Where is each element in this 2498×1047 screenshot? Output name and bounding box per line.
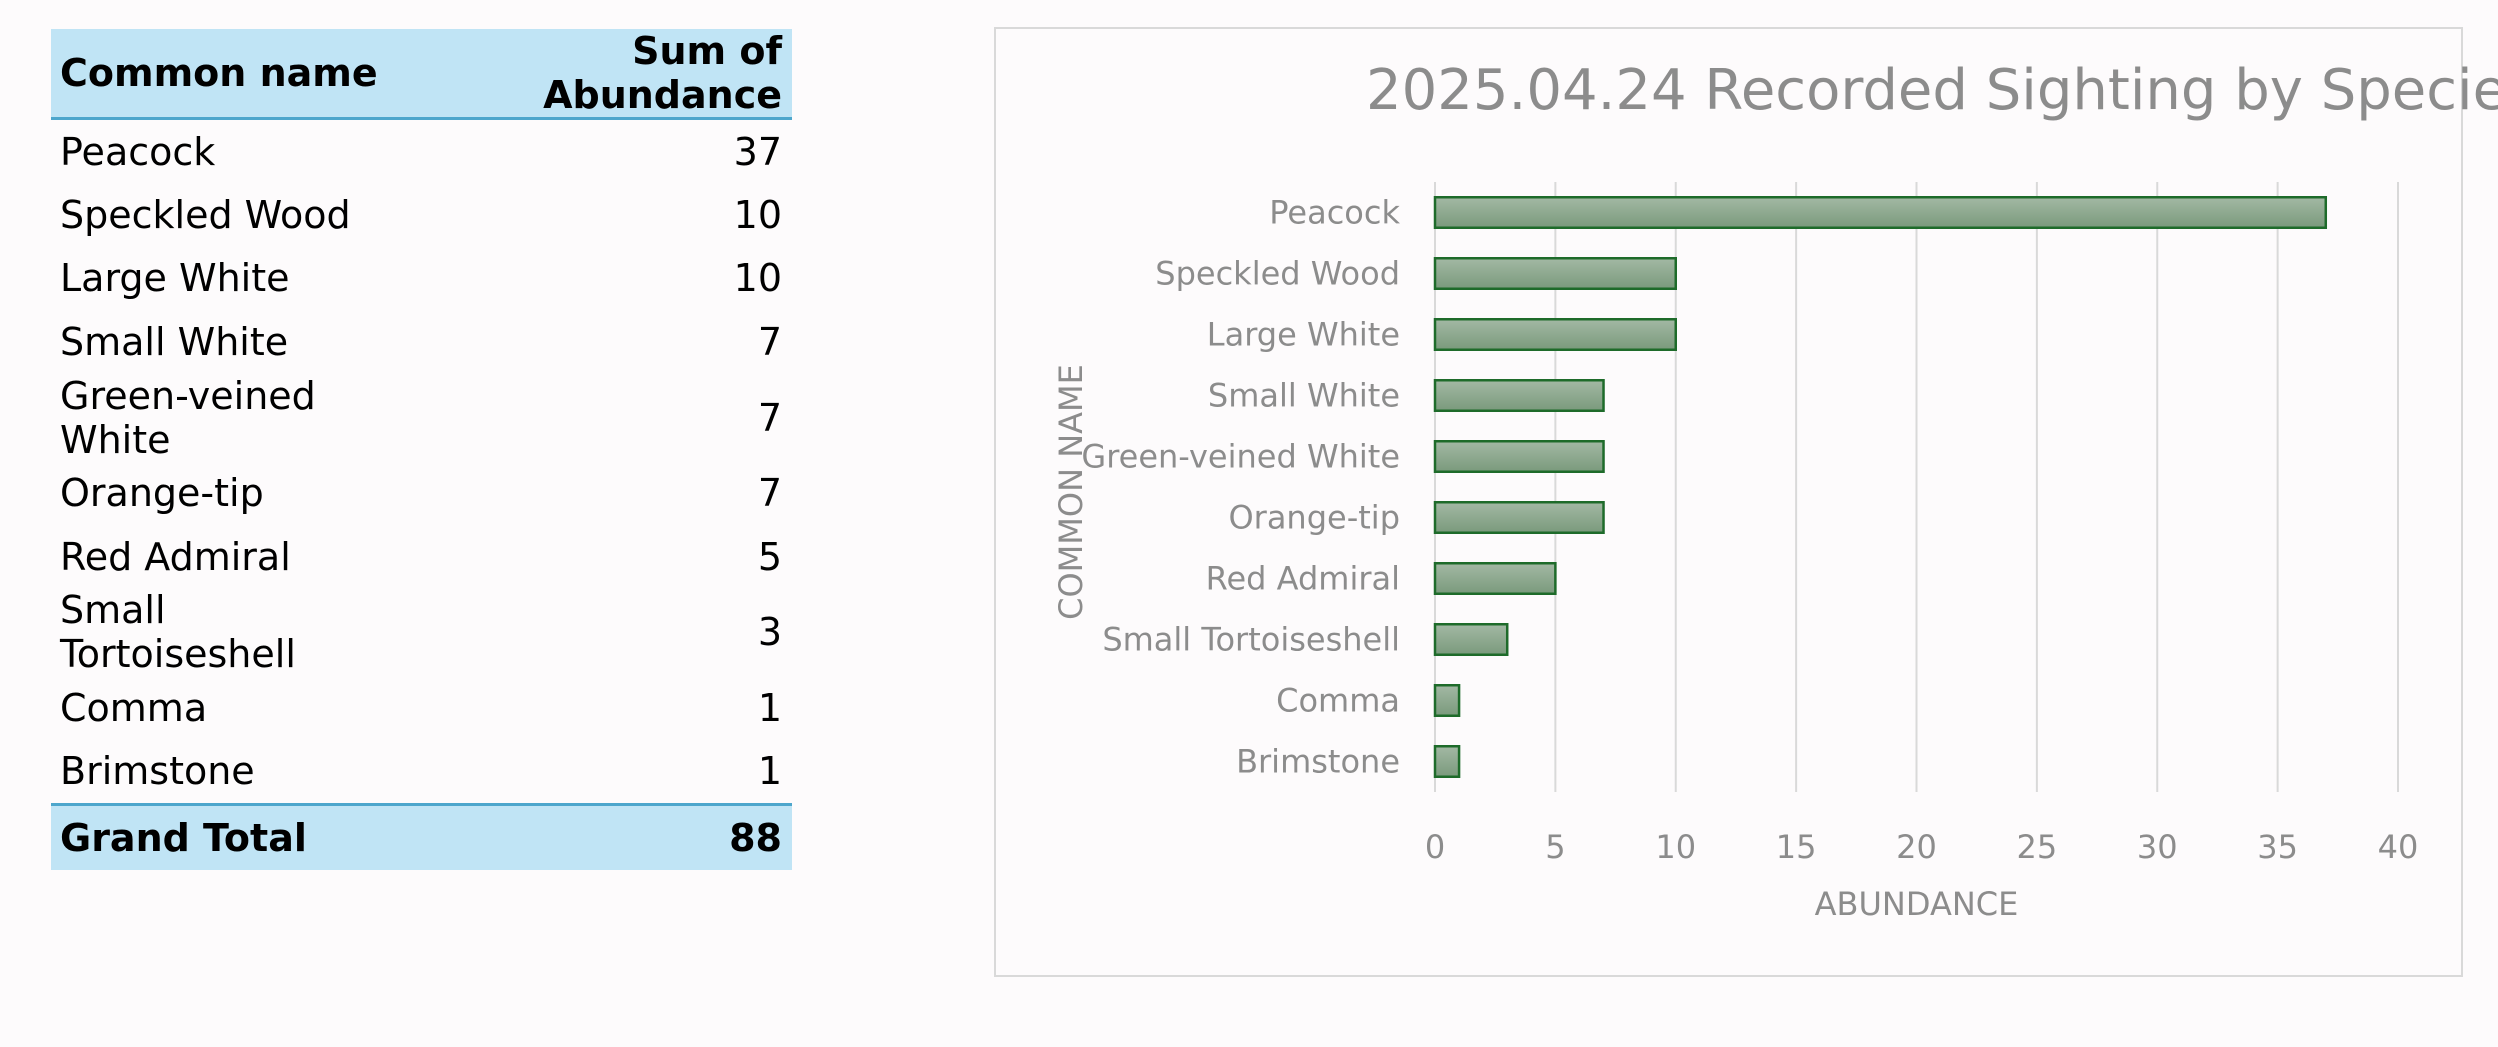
bar [1433, 196, 2328, 229]
table-row: Speckled Wood 10 [51, 183, 792, 246]
y-tick-label: Small White [1208, 377, 1400, 415]
row-abundance[interactable]: 1 [757, 686, 782, 731]
x-tick-label: 15 [1776, 828, 1817, 866]
row-abundance[interactable]: 7 [757, 395, 782, 440]
y-tick-label: Red Admiral [1206, 560, 1400, 598]
bar [1433, 562, 1557, 595]
x-tick-label: 40 [2378, 828, 2419, 866]
table-row: Small Tortoiseshell 3 [51, 588, 792, 676]
x-tick-label: 20 [1896, 828, 1937, 866]
row-abundance[interactable]: 10 [733, 193, 782, 238]
y-tick-label: Green-veined White [1081, 438, 1400, 476]
row-common-name[interactable]: Red Admiral [60, 534, 291, 579]
table-row: Small White 7 [51, 310, 792, 373]
table-header-row: Common name Sum of Abundance [51, 29, 792, 119]
row-abundance[interactable]: 7 [757, 471, 782, 516]
row-abundance[interactable]: 3 [757, 610, 782, 655]
y-tick-label: Small Tortoiseshell [1102, 621, 1400, 659]
bar [1433, 440, 1605, 473]
table-row: Large White 10 [51, 247, 792, 310]
x-axis-title: ABUNDANCE [1815, 885, 2019, 923]
x-tick-label: 25 [2017, 828, 2058, 866]
table-row: Brimstone 1 [51, 740, 792, 805]
row-abundance[interactable]: 37 [733, 129, 782, 174]
row-abundance[interactable]: 5 [757, 534, 782, 579]
y-tick-label: Comma [1276, 682, 1400, 720]
table-row: Peacock 37 [51, 119, 792, 184]
bar [1433, 318, 1677, 351]
y-axis-title: COMMON NAME [1052, 364, 1090, 620]
row-common-name[interactable]: Peacock [60, 129, 216, 174]
table-row: Comma 1 [51, 676, 792, 739]
bar [1433, 623, 1509, 656]
row-common-name[interactable]: Small White [60, 319, 289, 364]
y-tick-label: Large White [1207, 316, 1400, 354]
bar [1433, 501, 1605, 534]
row-common-name[interactable]: Small Tortoiseshell [60, 588, 296, 677]
row-common-name[interactable]: Green-veined White [60, 373, 316, 462]
row-common-name[interactable]: Orange-tip [60, 471, 264, 516]
header-common-name[interactable]: Common name [60, 51, 378, 95]
table-row: Green-veined White 7 [51, 374, 792, 462]
table-row: Red Admiral 5 [51, 525, 792, 588]
row-common-name[interactable]: Large White [60, 256, 290, 301]
bar [1433, 379, 1605, 412]
x-tick-label: 35 [2257, 828, 2298, 866]
row-common-name[interactable]: Comma [60, 686, 208, 731]
grand-total-row: Grand Total 88 [51, 804, 792, 870]
table-row: Orange-tip 7 [51, 462, 792, 525]
chart-area[interactable] [994, 27, 2463, 977]
y-tick-label: Orange-tip [1228, 499, 1400, 537]
x-tick-label: 10 [1655, 828, 1696, 866]
pivot-table: Common name Sum of Abundance Peacock 37 Sp… [51, 29, 792, 870]
x-tick-label: 5 [1545, 828, 1565, 866]
bar [1433, 257, 1677, 290]
row-common-name[interactable]: Brimstone [60, 749, 255, 794]
grand-total-label[interactable]: Grand Total [60, 815, 307, 860]
bar [1433, 745, 1461, 778]
grand-total-value[interactable]: 88 [729, 815, 782, 860]
row-abundance[interactable]: 10 [733, 256, 782, 301]
y-tick-label: Peacock [1269, 194, 1400, 232]
x-tick-label: 0 [1425, 828, 1445, 866]
bar [1433, 684, 1461, 717]
row-common-name[interactable]: Speckled Wood [60, 193, 351, 238]
chart-title: 2025.04.24 Recorded Sighting by Species [1366, 58, 2498, 123]
y-tick-label: Speckled Wood [1155, 255, 1400, 293]
row-abundance[interactable]: 7 [757, 319, 782, 364]
y-tick-label: Brimstone [1236, 743, 1400, 781]
header-sum-of-abundance[interactable]: Sum of Abundance [543, 29, 782, 117]
x-tick-label: 30 [2137, 828, 2178, 866]
row-abundance[interactable]: 1 [757, 749, 782, 794]
